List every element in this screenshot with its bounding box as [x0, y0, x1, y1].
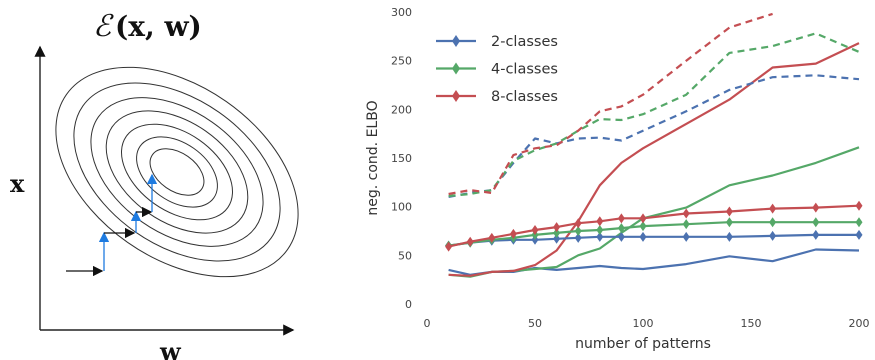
data-point-marker [769, 230, 777, 241]
data-point-marker [855, 229, 863, 240]
y-axis-label: neg. cond. ELBO [365, 100, 381, 215]
data-point-marker [855, 200, 863, 211]
contour-ring [55, 66, 299, 278]
y-tick-label: 200 [391, 103, 412, 116]
data-point-marker [596, 216, 604, 227]
y-tick-label: 250 [391, 55, 412, 68]
contour-ring [136, 136, 218, 208]
diagram-x-label: w [159, 337, 182, 360]
data-point-marker [596, 225, 604, 236]
data-point-marker [553, 233, 561, 244]
x-tick-label: 200 [849, 317, 870, 330]
data-point-marker [812, 202, 820, 213]
contour-ring [90, 97, 264, 247]
y-tick-label: 300 [391, 6, 412, 19]
data-point-marker [725, 217, 733, 228]
data-point-marker [466, 236, 474, 247]
y-tick-label: 150 [391, 152, 412, 165]
series-line [448, 233, 859, 247]
series-line [448, 32, 860, 198]
data-point-marker [812, 217, 820, 228]
y-tick-label: 100 [391, 201, 412, 214]
data-point-marker [725, 231, 733, 242]
series-line [448, 74, 860, 198]
data-point-marker [509, 228, 517, 239]
data-point-marker [682, 231, 690, 242]
data-point-marker [574, 218, 582, 229]
optimization-steps [66, 173, 158, 277]
series-line [448, 42, 860, 277]
data-point-marker [596, 231, 604, 242]
legend-marker [452, 62, 460, 75]
contour-ring [149, 148, 205, 196]
data-point-marker [769, 203, 777, 214]
data-point-marker [488, 232, 496, 243]
data-point-marker [445, 241, 453, 252]
data-point-marker [617, 231, 625, 242]
data-point-marker [769, 217, 777, 228]
legend-marker [452, 35, 460, 47]
x-tick-label: 100 [633, 317, 654, 330]
data-point-marker [617, 223, 625, 234]
contour-lines [55, 66, 299, 278]
data-point-marker [725, 206, 733, 217]
data-point-marker [617, 213, 625, 224]
data-point-marker [574, 232, 582, 243]
legend: 2-classes 4-classes 8-classes [436, 34, 558, 105]
data-point-marker [553, 222, 561, 233]
x-axis-label: number of patterns [575, 336, 711, 352]
diagram-title-script-e: ℰ [93, 9, 114, 44]
data-point-marker [639, 213, 647, 224]
x-tick-label: 0 [424, 317, 431, 330]
energy-contour-diagram: ℰ (x, w) x w [10, 9, 299, 360]
series-line [448, 12, 773, 196]
data-point-marker [812, 229, 820, 240]
series-lines [445, 12, 863, 278]
data-point-marker [531, 225, 539, 236]
y-tick-labels: 0 50 100 150 200 250 300 [391, 6, 412, 311]
data-point-marker [553, 227, 561, 238]
y-tick-label: 50 [398, 249, 412, 262]
data-point-marker [682, 219, 690, 230]
x-tick-label: 50 [528, 317, 542, 330]
x-tick-labels: 0 50 100 150 200 [424, 317, 870, 330]
contour-ring [73, 82, 281, 262]
contour-ring [121, 123, 233, 221]
diagram-title-args: (x, w) [115, 10, 202, 43]
x-tick-label: 150 [741, 317, 762, 330]
legend-label: 2-classes [491, 34, 558, 50]
diagram-y-label: x [10, 169, 25, 198]
legend-label: 8-classes [491, 89, 558, 105]
legend-label: 4-classes [491, 62, 558, 78]
y-tick-label: 0 [405, 298, 412, 311]
data-point-marker [639, 231, 647, 242]
data-point-marker [574, 226, 582, 236]
data-point-marker [682, 208, 690, 219]
legend-marker [452, 90, 460, 102]
elbo-line-chart: 0 50 100 150 200 250 300 0 50 100 150 200 number o… [365, 6, 870, 352]
data-point-marker [639, 221, 647, 232]
data-point-marker [855, 217, 863, 228]
